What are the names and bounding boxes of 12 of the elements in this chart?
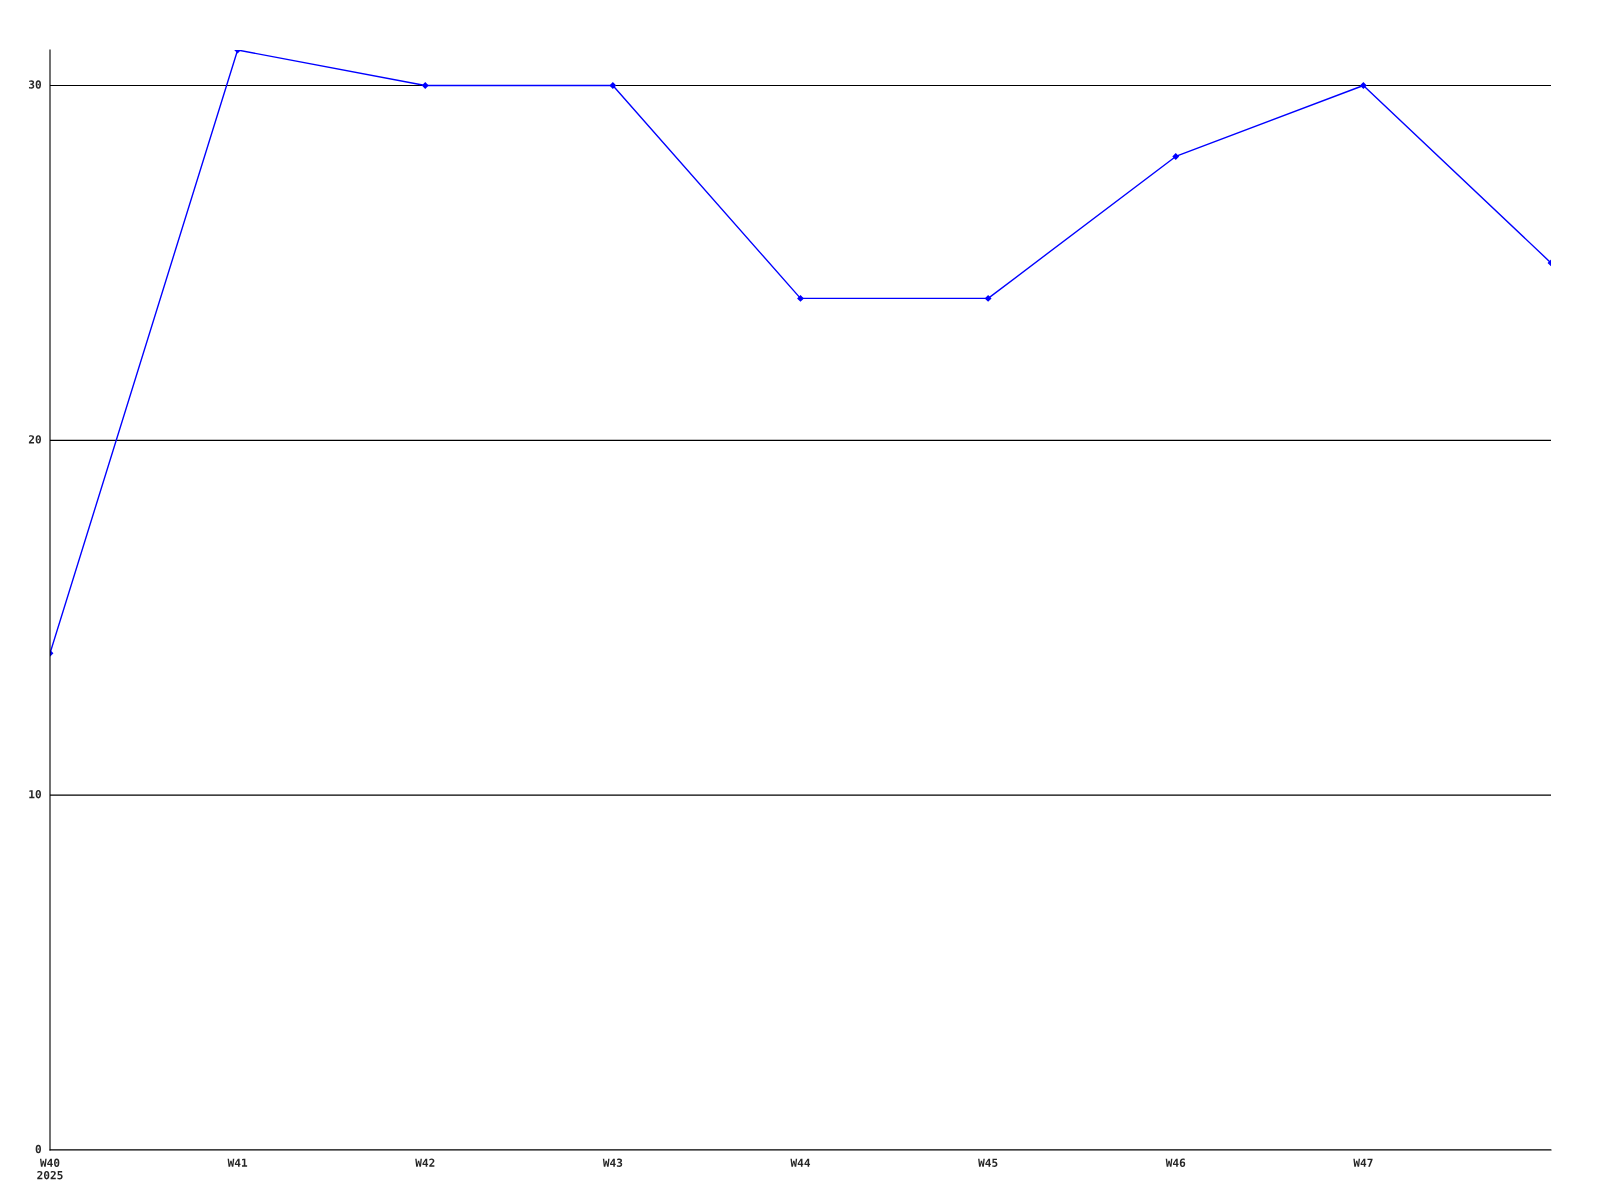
x-tick-label: W42 (415, 1158, 435, 1167)
x-tick-label: W44 (790, 1158, 811, 1167)
x-tick-label: W47 (1353, 1158, 1373, 1167)
x-tick-label: W46 (1165, 1158, 1186, 1167)
x-tick-label: W40 2025 (37, 1158, 63, 1180)
y-tick-label: 10 (29, 789, 41, 799)
x-tick-label: W41 (227, 1158, 248, 1167)
x-tick-label: W45 (978, 1158, 998, 1167)
y-tick-label: 0 (35, 1144, 41, 1154)
y-tick-label: 20 (28, 435, 41, 444)
y-tick-label: 30 (28, 80, 41, 89)
x-tick-label: W43 (602, 1158, 623, 1167)
